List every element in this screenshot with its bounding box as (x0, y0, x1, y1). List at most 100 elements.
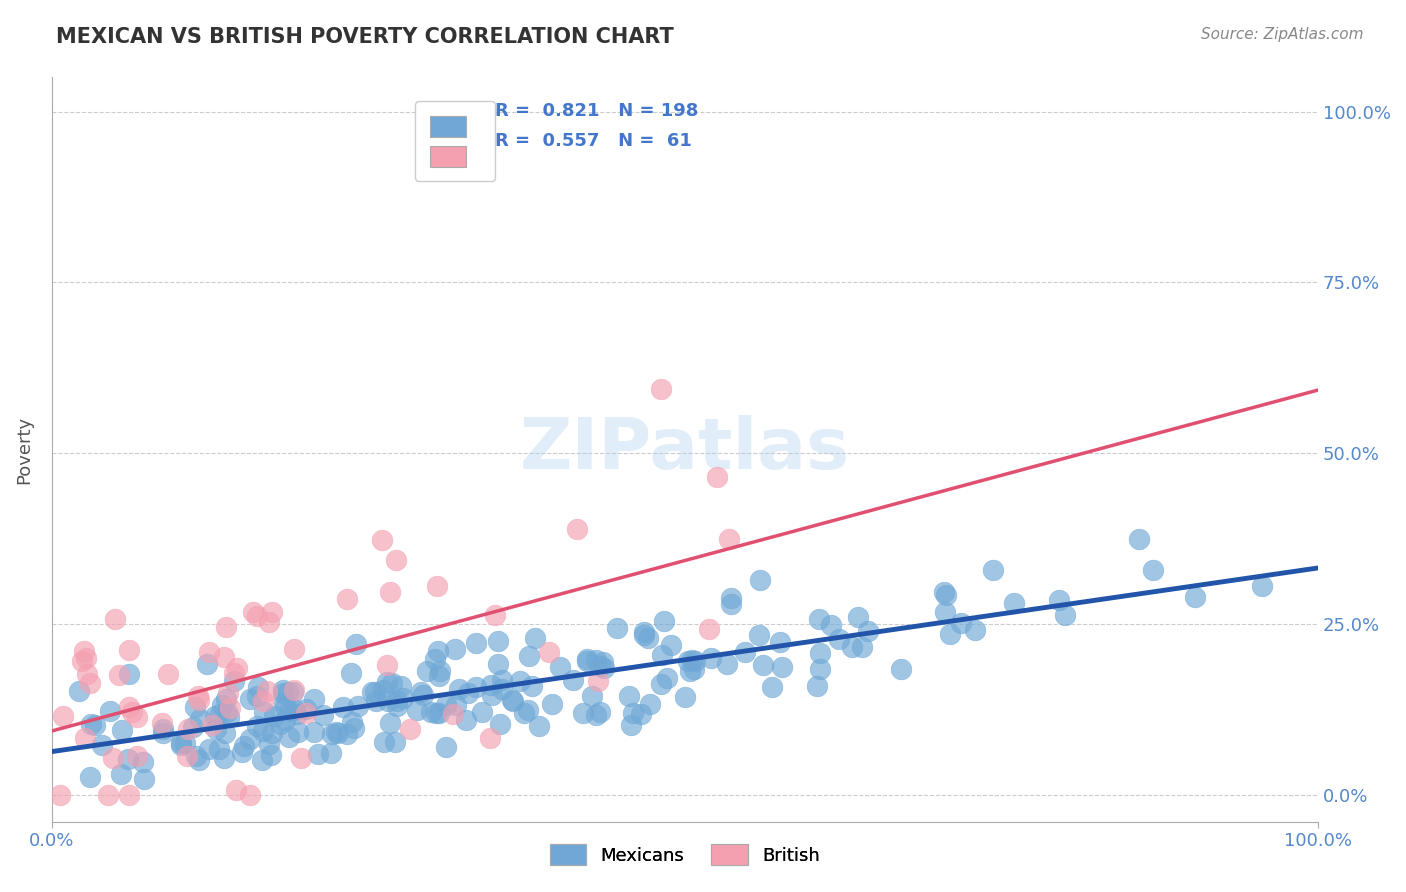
Point (197, 742, 219, 756)
Point (152, 723, 174, 737)
Point (697, 623, 720, 637)
Point (269, 717, 291, 731)
Point (201, 718, 224, 732)
Point (127, 710, 149, 724)
Point (457, 686, 479, 700)
Point (222, 673, 245, 688)
Point (659, 638, 682, 652)
Point (83, 718, 105, 732)
Point (242, 605, 264, 619)
Point (52, 708, 75, 723)
Point (117, 752, 139, 766)
Point (253, 706, 276, 720)
Point (981, 563, 1004, 577)
Point (716, 657, 738, 671)
Point (481, 688, 503, 702)
Point (283, 641, 305, 656)
Point (1184, 590, 1206, 604)
Point (717, 533, 740, 547)
Point (502, 694, 524, 708)
Point (181, 720, 204, 734)
Point (575, 652, 598, 666)
Point (111, 723, 134, 737)
Point (344, 637, 367, 651)
Point (841, 640, 863, 655)
Point (132, 755, 155, 769)
Point (769, 635, 792, 649)
Point (273, 713, 295, 727)
Point (454, 713, 477, 727)
Point (509, 673, 531, 688)
Point (274, 699, 297, 714)
Point (176, 749, 198, 764)
Text: R =  0.557   N =  61: R = 0.557 N = 61 (495, 132, 692, 150)
Point (187, 692, 209, 706)
Point (486, 657, 509, 671)
Point (347, 699, 370, 714)
Point (198, 645, 221, 659)
Point (427, 706, 450, 720)
Text: R =  0.821   N = 198: R = 0.821 N = 198 (495, 102, 699, 120)
Point (170, 738, 193, 752)
Y-axis label: Poverty: Poverty (15, 416, 32, 483)
Point (478, 731, 501, 746)
Point (517, 648, 540, 663)
Point (484, 607, 506, 622)
Point (585, 653, 607, 667)
Point (336, 592, 359, 607)
Point (699, 650, 721, 665)
Point (444, 642, 467, 657)
Point (110, 767, 132, 781)
Point (325, 724, 347, 739)
Point (392, 691, 415, 706)
Point (752, 658, 775, 673)
Legend: Mexicans, British: Mexicans, British (543, 837, 827, 872)
Point (471, 705, 494, 719)
Point (637, 631, 659, 645)
Point (212, 650, 235, 665)
Point (589, 659, 612, 673)
Point (479, 678, 502, 692)
Point (319, 746, 342, 760)
Point (491, 673, 513, 688)
Point (339, 666, 361, 681)
Point (588, 674, 610, 689)
Point (67, 684, 90, 698)
Point (770, 660, 793, 674)
Point (567, 523, 589, 537)
Point (273, 696, 295, 710)
Point (621, 706, 644, 721)
Point (156, 666, 179, 681)
Point (934, 605, 956, 619)
Point (117, 788, 139, 802)
Point (174, 736, 197, 750)
Point (190, 712, 212, 726)
Point (273, 686, 295, 700)
Point (257, 615, 280, 630)
Point (538, 645, 561, 659)
Point (361, 684, 384, 698)
Point (398, 722, 420, 736)
Point (187, 689, 209, 703)
Point (540, 697, 562, 711)
Point (650, 677, 672, 691)
Point (232, 739, 254, 753)
Text: ZIPatlas: ZIPatlas (520, 415, 851, 484)
Point (336, 727, 359, 741)
Point (679, 664, 702, 678)
Point (287, 725, 309, 739)
Point (214, 726, 236, 740)
Point (501, 693, 523, 707)
Point (239, 732, 262, 747)
Point (307, 747, 329, 761)
Point (630, 706, 652, 721)
Point (706, 469, 728, 483)
Point (650, 382, 672, 396)
Point (257, 738, 280, 752)
Point (465, 681, 488, 695)
Text: MEXICAN VS BRITISH POVERTY CORRELATION CHART: MEXICAN VS BRITISH POVERTY CORRELATION C… (56, 27, 673, 46)
Point (152, 726, 174, 740)
Point (252, 753, 274, 767)
Point (259, 747, 281, 762)
Point (90, 738, 112, 752)
